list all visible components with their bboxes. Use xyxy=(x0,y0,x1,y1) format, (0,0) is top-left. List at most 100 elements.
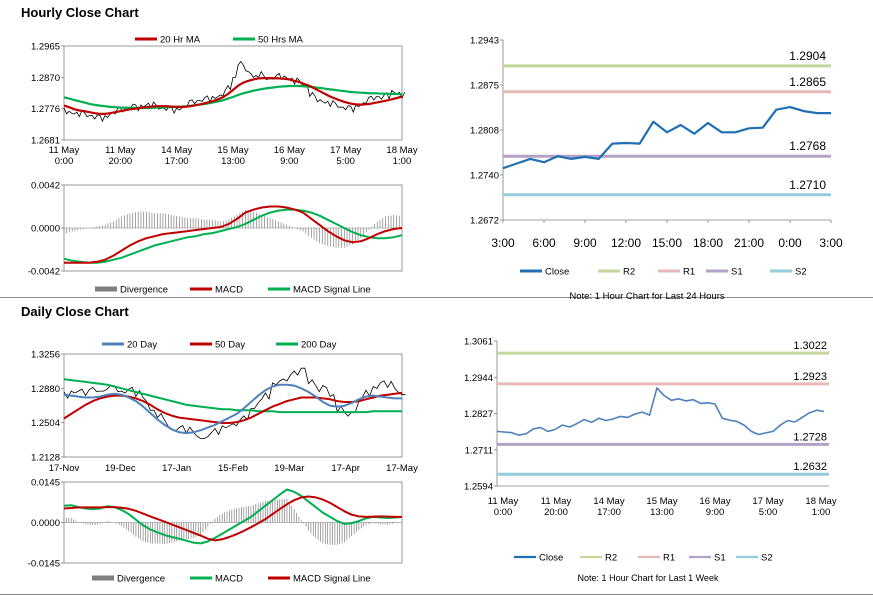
hourly-price-x-tick: 17:00 xyxy=(165,156,189,167)
hourly-legend-ma20: 20 Hr MA xyxy=(160,35,201,46)
daily-ma20-series xyxy=(63,383,402,435)
daily-level-r1-label: 1.2923 xyxy=(793,371,827,383)
daily-levels-legend-close: Close xyxy=(539,553,563,564)
daily-levels-x-tick: 5:00 xyxy=(759,507,778,518)
daily-levels-legend-s1: S1 xyxy=(714,553,726,564)
daily-price-plot-area xyxy=(63,353,403,458)
bottom-divider xyxy=(0,594,873,595)
daily-levels-x-tick: 20:00 xyxy=(544,507,568,518)
daily-price-y-tick: 1.2128 xyxy=(31,453,60,464)
hourly-price-x-tick: 17 May xyxy=(330,145,361,156)
hourly-price-y-tick: 1.2681 xyxy=(31,136,60,147)
daily-macd-legend-divergence-swatch xyxy=(92,575,114,581)
hourly-macd-y-tick: 0.0000 xyxy=(31,224,60,235)
daily-levels-x-tick: 13:00 xyxy=(650,507,674,518)
daily-level-s1-label: 1.2728 xyxy=(793,431,827,443)
hourly-levels-legend-r1: R1 xyxy=(683,267,695,278)
hourly-levels-x-tick: 9:00 xyxy=(573,236,597,250)
daily-level-s2-label: 1.2632 xyxy=(793,461,827,473)
daily-levels-y-tick: 1.2944 xyxy=(464,373,493,384)
daily-levels-x-tick: 11 May xyxy=(541,496,572,507)
daily-section-title: Daily Close Chart xyxy=(21,304,129,319)
daily-levels-y-tick: 1.2594 xyxy=(464,482,493,493)
hourly-price-x-tick: 0:00 xyxy=(55,156,74,167)
daily-price-x-tick: 19-Dec xyxy=(105,463,136,474)
hourly-price-y-tick: 1.2965 xyxy=(31,42,60,53)
hourly-section-title: Hourly Close Chart xyxy=(21,5,139,20)
daily-levels-x-tick: 1:00 xyxy=(812,507,831,518)
daily-price-x-tick: 17-May xyxy=(386,463,418,474)
hourly-price-y-tick: 1.2776 xyxy=(31,104,60,115)
daily-signal-series xyxy=(63,495,402,542)
hourly-levels-x-tick: 0:00 xyxy=(778,236,802,250)
daily-macd-legend-macd: MACD xyxy=(215,574,243,585)
hourly-signal-series xyxy=(63,208,403,264)
daily-levels-legend-s2: S2 xyxy=(761,553,773,564)
hourly-macd-y-tick: 0.0042 xyxy=(31,181,60,192)
hourly-price-x-tick: 18 May xyxy=(386,145,417,156)
daily-levels-close-series xyxy=(496,387,825,436)
hourly-ma20-series xyxy=(63,77,403,115)
hourly-close-series xyxy=(63,60,405,123)
daily-level-r2-label: 1.3022 xyxy=(793,340,827,352)
hourly-level-r2-label: 1.2904 xyxy=(789,49,826,63)
hourly-levels-x-tick: 3:00 xyxy=(491,236,515,250)
daily-levels-x-tick: 9:00 xyxy=(706,507,725,518)
daily-price-x-tick: 17-Apr xyxy=(331,463,360,474)
hourly-levels-legend-s2: S2 xyxy=(795,267,807,278)
hourly-levels-note: Note: 1 Hour Chart for Last 24 Hours xyxy=(569,291,724,302)
daily-macd-y-tick: 0.0000 xyxy=(31,518,60,529)
hourly-levels-y-tick: 1.2808 xyxy=(470,126,499,137)
hourly-levels-x-tick: 3:00 xyxy=(819,236,843,250)
hourly-macd-legend-divergence: Divergence xyxy=(120,285,168,296)
daily-price-x-tick: 17-Jan xyxy=(162,463,191,474)
daily-macd-y-tick: 0.0145 xyxy=(31,478,60,489)
daily-macd-y-tick: -0.0145 xyxy=(28,559,60,570)
hourly-price-x-tick: 14 May xyxy=(161,145,192,156)
hourly-legend-ma50: 50 Hrs MA xyxy=(258,35,304,46)
daily-price-y-tick: 1.2880 xyxy=(31,384,60,395)
hourly-macd-y-tick: -0.0042 xyxy=(28,267,60,278)
hourly-levels-y-tick: 1.2943 xyxy=(470,36,499,47)
daily-price-y-tick: 1.3256 xyxy=(31,350,60,361)
daily-levels-x-tick: 0:00 xyxy=(494,507,513,518)
daily-price-x-tick: 19-Mar xyxy=(274,463,304,474)
hourly-levels-x-tick: 21:00 xyxy=(734,236,764,250)
hourly-levels-close-series xyxy=(502,106,831,170)
section-divider xyxy=(0,297,873,298)
hourly-price-x-tick: 9:00 xyxy=(280,156,299,167)
hourly-levels-x-tick: 15:00 xyxy=(652,236,682,250)
hourly-macd-series xyxy=(64,205,403,264)
hourly-levels-legend-close: Close xyxy=(545,267,569,278)
daily-ma50-series xyxy=(63,391,403,424)
daily-legend-20day: 20 Day xyxy=(127,340,157,351)
daily-levels-legend-r1: R1 xyxy=(663,553,675,564)
hourly-price-x-tick: 15 May xyxy=(217,145,248,156)
hourly-price-x-tick: 11 May xyxy=(105,145,136,156)
daily-price-x-tick: 17-Nov xyxy=(49,463,80,474)
hourly-levels-x-tick: 18:00 xyxy=(693,236,723,250)
daily-levels-x-tick: 14 May xyxy=(593,496,624,507)
hourly-level-s2-label: 1.2710 xyxy=(789,178,826,192)
hourly-levels-legend-s1: S1 xyxy=(731,267,743,278)
daily-macd-series xyxy=(63,488,403,545)
hourly-levels-y-tick: 1.2672 xyxy=(470,216,499,227)
hourly-price-x-tick: 13:00 xyxy=(221,156,245,167)
daily-levels-x-tick: 17:00 xyxy=(597,507,621,518)
daily-levels-x-tick: 18 May xyxy=(805,496,836,507)
hourly-level-s1-label: 1.2768 xyxy=(789,139,826,153)
daily-levels-x-tick: 11 May xyxy=(488,496,519,507)
daily-price-y-tick: 1.2504 xyxy=(31,418,60,429)
hourly-levels-y-tick: 1.2740 xyxy=(470,171,499,182)
daily-levels-legend-r2: R2 xyxy=(605,553,617,564)
daily-ma200-series xyxy=(63,378,402,414)
hourly-macd-legend-divergence-swatch xyxy=(95,286,117,292)
daily-macd-legend-divergence: Divergence xyxy=(117,574,165,585)
daily-levels-y-tick: 1.3061 xyxy=(464,337,493,348)
hourly-level-r1-label: 1.2865 xyxy=(789,75,826,89)
hourly-price-x-tick: 5:00 xyxy=(336,156,355,167)
daily-price-x-tick: 15-Feb xyxy=(218,463,248,474)
hourly-ma50-series xyxy=(63,84,402,109)
hourly-levels-y-tick: 1.2875 xyxy=(470,81,499,92)
